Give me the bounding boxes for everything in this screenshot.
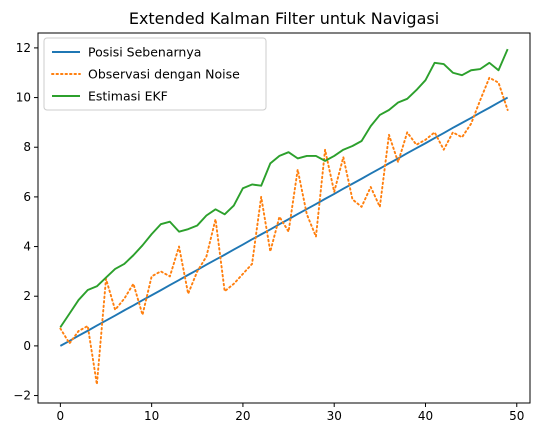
y-tick-label: −2 [13,389,31,403]
plot-area [59,48,509,386]
x-tick-label: 20 [235,409,250,423]
legend-label: Observasi dengan Noise [88,67,240,82]
y-tick-label: 4 [23,240,31,254]
y-tick-label: 12 [16,41,31,55]
x-tick-label: 50 [509,409,524,423]
x-tick-label: 40 [418,409,433,423]
y-tick-label: 10 [16,91,31,105]
series-line-3 [59,48,509,328]
series-line-1 [59,96,509,347]
x-tick-label: 10 [144,409,159,423]
legend-label: Posisi Sebenarnya [88,45,201,60]
y-tick-label: 6 [23,190,31,204]
series-line-2 [59,76,509,386]
legend-label: Estimasi EKF [88,89,168,104]
y-tick-label: 8 [23,140,31,154]
x-axis: 0 10 20 30 40 50 [57,403,524,423]
x-tick-label: 30 [327,409,342,423]
y-axis: −2 0 2 4 6 8 10 12 [13,41,38,403]
x-tick-label: 0 [57,409,65,423]
legend-box [43,37,267,111]
axes-frame [37,32,531,404]
y-tick-label: 0 [23,339,31,353]
legend: Posisi Sebenarnya Observasi dengan Noise E… [43,37,267,111]
chart-title: Extended Kalman Filter untuk Navigasi [129,9,439,28]
y-tick-label: 2 [23,289,31,303]
